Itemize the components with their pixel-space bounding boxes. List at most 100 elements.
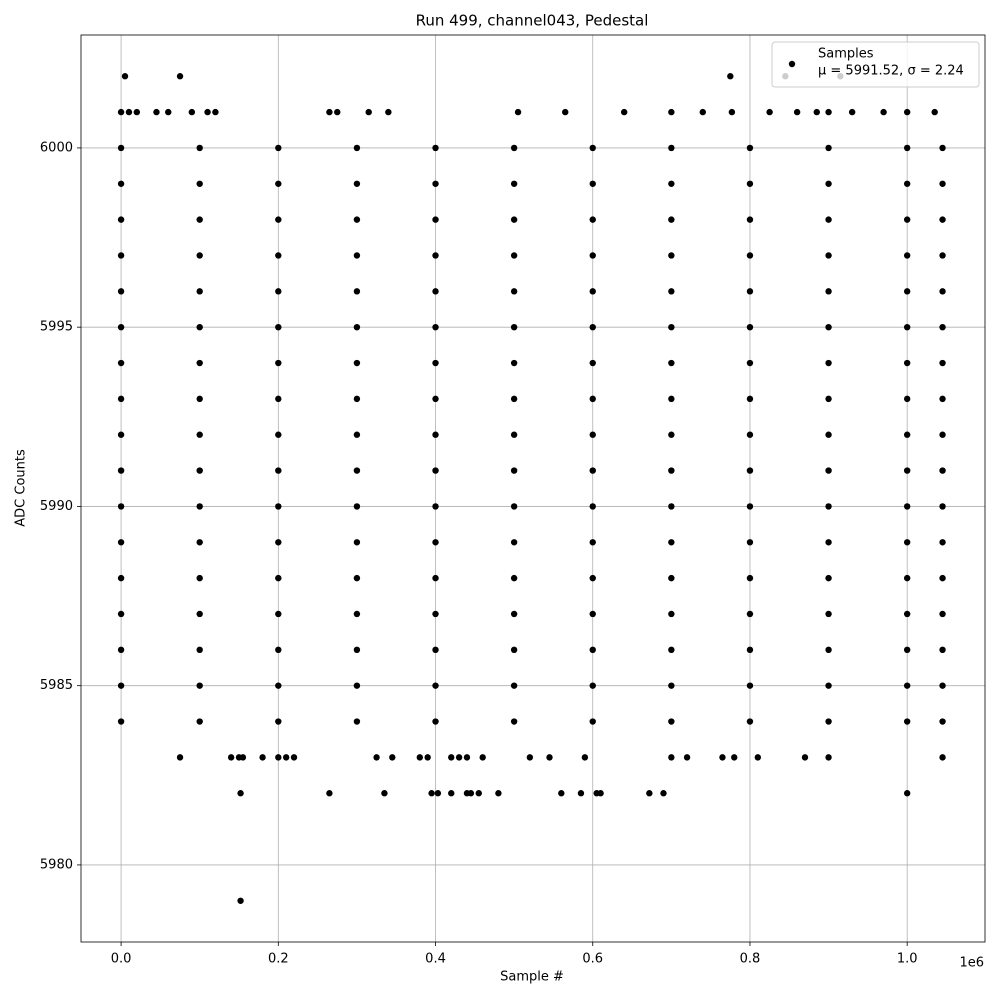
point: [196, 610, 203, 618]
point: [153, 108, 160, 116]
point: [463, 754, 471, 761]
point: [432, 359, 439, 367]
point: [825, 359, 832, 367]
point: [117, 539, 125, 546]
point: [165, 108, 172, 116]
point: [939, 216, 946, 223]
point: [510, 610, 518, 618]
point: [903, 682, 911, 689]
point: [746, 574, 754, 582]
point: [510, 323, 518, 331]
point: [510, 646, 518, 654]
point: [510, 144, 518, 152]
point: [237, 790, 244, 797]
point: [176, 754, 184, 761]
x-tick-label: 0.8: [740, 952, 761, 967]
point: [117, 610, 125, 618]
point: [903, 323, 911, 331]
point: [903, 216, 911, 223]
point: [133, 108, 141, 116]
point: [448, 754, 455, 761]
plot-frame: [80, 34, 986, 943]
point: [432, 574, 439, 582]
point: [432, 180, 439, 187]
point: [326, 790, 333, 797]
point: [931, 108, 938, 116]
point: [668, 646, 675, 654]
y-tick-label: 5990: [40, 499, 73, 514]
point: [589, 539, 596, 546]
point: [746, 467, 754, 474]
point: [903, 646, 911, 654]
point: [746, 359, 754, 367]
point: [432, 539, 439, 546]
point: [353, 288, 361, 295]
point: [334, 108, 341, 116]
point: [939, 323, 946, 331]
point: [117, 646, 125, 654]
point: [589, 574, 596, 582]
point: [746, 180, 754, 187]
point: [188, 108, 196, 116]
point: [939, 610, 946, 618]
y-tick-label: 5985: [40, 678, 73, 693]
point: [746, 144, 754, 152]
point: [510, 395, 518, 403]
point: [825, 288, 832, 295]
point: [282, 754, 290, 761]
point: [793, 108, 801, 116]
point: [510, 180, 518, 187]
point: [939, 754, 946, 761]
point: [275, 754, 282, 761]
point: [825, 574, 832, 582]
x-axis-label: Sample #: [500, 970, 564, 985]
point: [903, 431, 911, 438]
point: [212, 108, 219, 116]
point: [660, 790, 667, 797]
point: [668, 359, 675, 367]
point: [432, 144, 439, 152]
point: [668, 216, 675, 223]
point: [746, 718, 754, 725]
point: [176, 73, 184, 80]
point: [117, 216, 125, 223]
legend-label: Samples: [818, 47, 874, 62]
point: [510, 574, 518, 582]
point: [510, 718, 518, 725]
point: [275, 574, 282, 582]
point: [668, 682, 675, 689]
point: [801, 754, 809, 761]
point: [589, 216, 596, 223]
point: [510, 252, 518, 259]
point: [353, 216, 361, 223]
point: [510, 503, 518, 510]
point: [416, 754, 424, 761]
point: [290, 754, 298, 761]
point: [479, 754, 486, 761]
point: [353, 323, 361, 331]
point: [196, 323, 203, 331]
point: [825, 718, 832, 725]
point: [432, 503, 439, 510]
point: [939, 718, 946, 725]
point: [562, 108, 569, 116]
point: [275, 503, 282, 510]
point: [939, 395, 946, 403]
point: [825, 252, 832, 259]
point: [825, 467, 832, 474]
y-tick-label: 5980: [40, 857, 73, 872]
point: [825, 216, 832, 223]
point: [825, 646, 832, 654]
point: [939, 503, 946, 510]
point: [699, 108, 706, 116]
point: [589, 180, 596, 187]
point: [589, 359, 596, 367]
point: [903, 574, 911, 582]
x-tick-label: 0.4: [425, 952, 446, 967]
point: [558, 790, 565, 797]
x-offset-label: 1e6: [959, 956, 984, 971]
point: [510, 359, 518, 367]
point: [746, 503, 754, 510]
point: [939, 467, 946, 474]
point: [746, 539, 754, 546]
